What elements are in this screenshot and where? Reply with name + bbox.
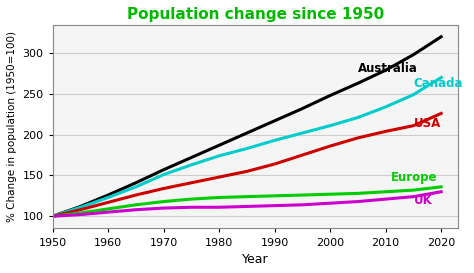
Text: Australia: Australia [358,62,418,75]
Text: Canada: Canada [413,77,463,90]
Text: Europe: Europe [391,171,438,183]
Title: Population change since 1950: Population change since 1950 [127,7,384,22]
Text: UK: UK [413,194,432,207]
Text: USA: USA [413,117,441,130]
Y-axis label: % Change in population (1950=100): % Change in population (1950=100) [7,31,17,222]
X-axis label: Year: Year [242,253,269,266]
